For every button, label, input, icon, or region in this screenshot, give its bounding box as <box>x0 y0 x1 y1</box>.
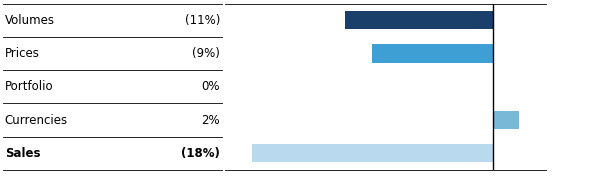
Text: (18%): (18%) <box>181 147 220 160</box>
Text: Currencies: Currencies <box>5 113 68 127</box>
Bar <box>372 44 493 63</box>
Text: Portfolio: Portfolio <box>5 80 53 93</box>
Bar <box>493 111 519 129</box>
Text: (11%): (11%) <box>185 14 220 27</box>
Text: Sales: Sales <box>5 147 40 160</box>
Text: (9%): (9%) <box>193 47 220 60</box>
Bar <box>252 144 493 162</box>
Text: Prices: Prices <box>5 47 40 60</box>
Text: 2%: 2% <box>202 113 220 127</box>
Bar <box>346 11 493 29</box>
Text: Volumes: Volumes <box>5 14 55 27</box>
Text: 0%: 0% <box>202 80 220 93</box>
